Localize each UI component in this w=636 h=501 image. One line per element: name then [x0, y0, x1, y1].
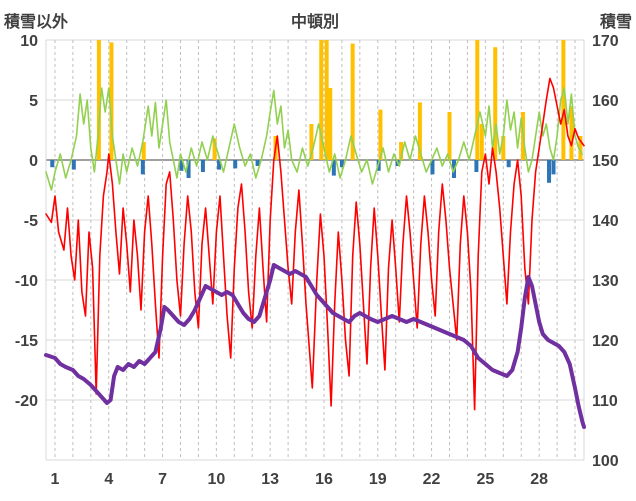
precipitation-blue-bar	[331, 160, 336, 176]
x-axis-tick-label: 22	[423, 471, 441, 488]
left-axis-tick-label: 5	[29, 93, 38, 110]
precipitation-blue-bar	[186, 160, 191, 178]
precipitation-blue-bar	[547, 160, 552, 183]
precipitation-blue-bar	[506, 160, 511, 168]
precipitation-blue-bar	[50, 160, 55, 168]
precipitation-blue-bar	[179, 160, 184, 171]
x-axis-tick-label: 28	[530, 471, 548, 488]
precipitation-blue-bar	[255, 160, 260, 166]
x-axis-tick-label: 25	[476, 471, 494, 488]
precipitation-blue-bar	[233, 160, 238, 169]
precipitation-orange-bar	[309, 124, 314, 160]
right-axis-tick-label: 160	[592, 93, 619, 110]
precipitation-orange-bar	[328, 88, 333, 160]
chart-title: 中頓別	[290, 14, 339, 31]
precipitation-blue-bar	[140, 160, 145, 175]
x-axis-tick-label: 7	[158, 471, 167, 488]
precipitation-orange-bar	[475, 40, 480, 160]
precipitation-orange-bar	[141, 142, 146, 160]
right-axis-tick-label: 100	[592, 453, 619, 470]
temperature-line	[45, 77, 585, 411]
left-axis-tick-label: -5	[24, 213, 38, 230]
precipitation-orange-bar	[109, 42, 114, 160]
precipitation-orange-bar	[378, 109, 383, 160]
x-axis-tick-label: 4	[104, 471, 113, 488]
precipitation-orange-bar	[501, 136, 506, 160]
x-axis-tick-label: 16	[315, 471, 333, 488]
snowfall-line	[45, 87, 584, 191]
precipitation-orange-bar	[212, 138, 217, 160]
left-axis-tick-label: 0	[29, 153, 38, 170]
x-axis-tick-label: 13	[261, 471, 279, 488]
precipitation-blue-bar	[474, 160, 479, 172]
x-axis-tick-label: 19	[369, 471, 387, 488]
precipitation-orange-bar	[417, 102, 422, 160]
precipitation-orange-bar	[319, 40, 324, 160]
precipitation-orange-bar	[479, 124, 484, 160]
right-axis-title: 積雪	[599, 14, 632, 31]
right-axis-tick-label: 170	[592, 33, 619, 50]
precipitation-blue-bar	[71, 160, 76, 170]
snow-depth-line	[44, 263, 586, 429]
precipitation-blue-bar	[339, 160, 344, 168]
precipitation-orange-bar	[493, 47, 498, 161]
precipitation-orange-bar	[447, 112, 452, 160]
right-axis-tick-label: 130	[592, 273, 619, 290]
precipitation-orange-bar	[569, 106, 574, 160]
right-axis-tick-label: 150	[592, 153, 619, 170]
left-axis-tick-label: 10	[20, 33, 38, 50]
left-axis-title: 積雪以外	[4, 14, 69, 31]
precipitation-blue-bar	[217, 160, 222, 170]
x-axis-tick-label: 10	[207, 471, 225, 488]
right-axis-tick-label: 110	[592, 393, 618, 410]
precipitation-blue-bar	[551, 160, 556, 175]
right-axis-tick-label: 140	[592, 213, 619, 230]
left-axis-tick-label: -15	[15, 333, 38, 350]
precipitation-orange-bar	[324, 40, 329, 160]
right-axis-tick-label: 120	[592, 333, 619, 350]
precipitation-orange-bar	[96, 40, 101, 160]
precipitation-orange-bar	[399, 142, 404, 160]
precipitation-blue-bar	[200, 160, 205, 172]
left-axis-tick-label: -20	[15, 393, 38, 410]
precipitation-blue-bar	[430, 160, 435, 175]
precipitation-orange-bar	[578, 136, 583, 160]
left-axis-tick-label: -10	[15, 273, 38, 290]
precipitation-orange-bar	[561, 40, 566, 160]
precipitation-orange-bar	[350, 43, 355, 160]
x-axis-tick-label: 1	[51, 471, 60, 488]
